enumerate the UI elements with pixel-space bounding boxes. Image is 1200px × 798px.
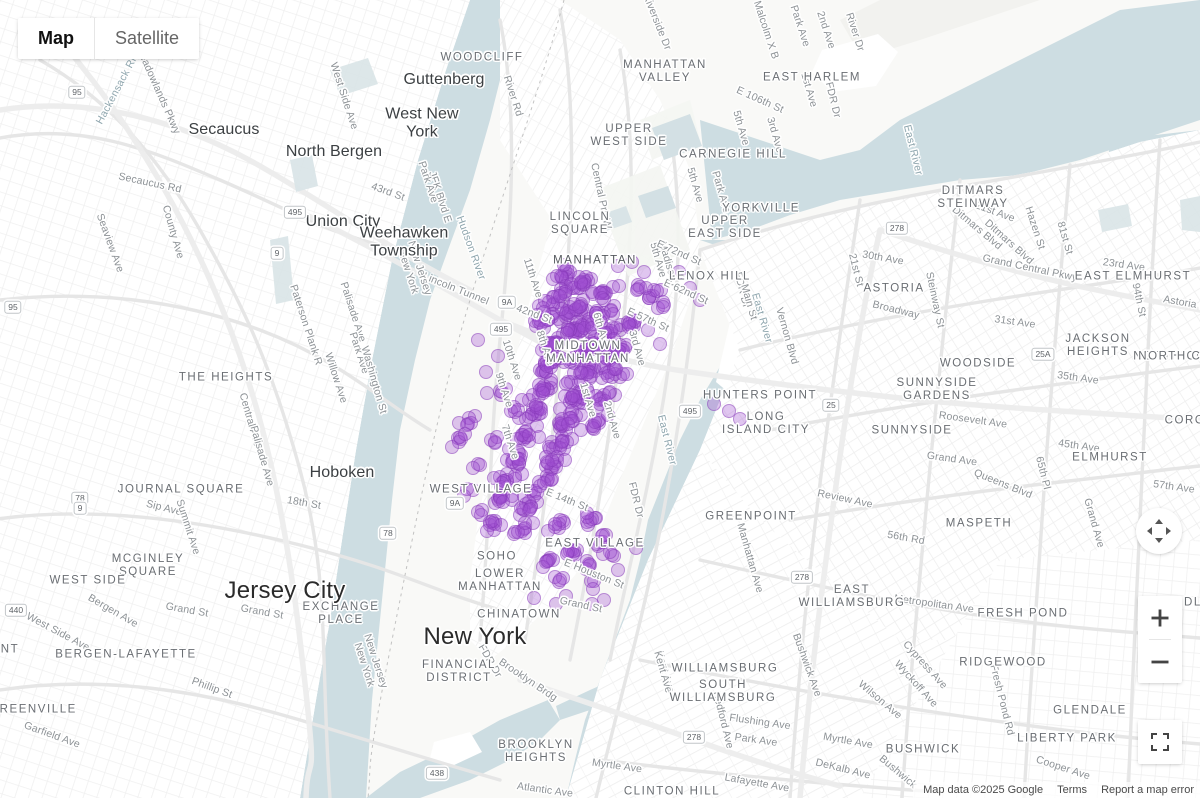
- highway-shield: 278: [682, 730, 706, 744]
- fullscreen-button[interactable]: [1138, 720, 1182, 764]
- highway-shield: 438: [425, 766, 449, 780]
- plus-icon: [1151, 609, 1169, 626]
- map-type-satellite-button[interactable]: Satellite: [94, 18, 199, 59]
- highway-shield: 25A: [1031, 347, 1055, 361]
- minus-icon: [1151, 660, 1169, 663]
- highway-shield: 95: [68, 85, 86, 99]
- attribution-bar: Map data ©2025 Google Terms Report a map…: [913, 782, 1200, 798]
- map-type-map-button[interactable]: Map: [18, 18, 94, 59]
- highway-shield: 95: [4, 300, 22, 314]
- zoom-divider: [1149, 639, 1171, 640]
- pan-arrows-icon: [1147, 519, 1171, 543]
- highway-shield: 495: [283, 205, 307, 219]
- highway-shield: 9: [270, 246, 284, 260]
- highway-shield: 278: [885, 221, 909, 235]
- highway-shield: 495: [678, 404, 702, 418]
- highway-shield: 495: [489, 322, 513, 336]
- highway-shield: 440: [4, 603, 28, 617]
- fullscreen-icon: [1151, 733, 1169, 751]
- highway-shield: 278: [790, 570, 814, 584]
- zoom-control[interactable]: [1138, 596, 1182, 683]
- highway-shield: 9A: [445, 496, 465, 510]
- highway-shield: 9: [73, 501, 87, 515]
- highway-shield: 78: [379, 526, 397, 540]
- zoom-in-button[interactable]: [1138, 596, 1182, 639]
- highway-shield: 25: [822, 398, 840, 412]
- highway-shield: 9A: [497, 295, 517, 309]
- map-data-attribution: Map data ©2025 Google: [923, 784, 1044, 796]
- map-type-control[interactable]: Map Satellite: [18, 18, 200, 59]
- zoom-out-button[interactable]: [1138, 640, 1182, 683]
- pan-control-button[interactable]: [1136, 508, 1182, 554]
- terms-link[interactable]: Terms: [1057, 784, 1088, 796]
- report-map-error-link[interactable]: Report a map error: [1101, 784, 1194, 796]
